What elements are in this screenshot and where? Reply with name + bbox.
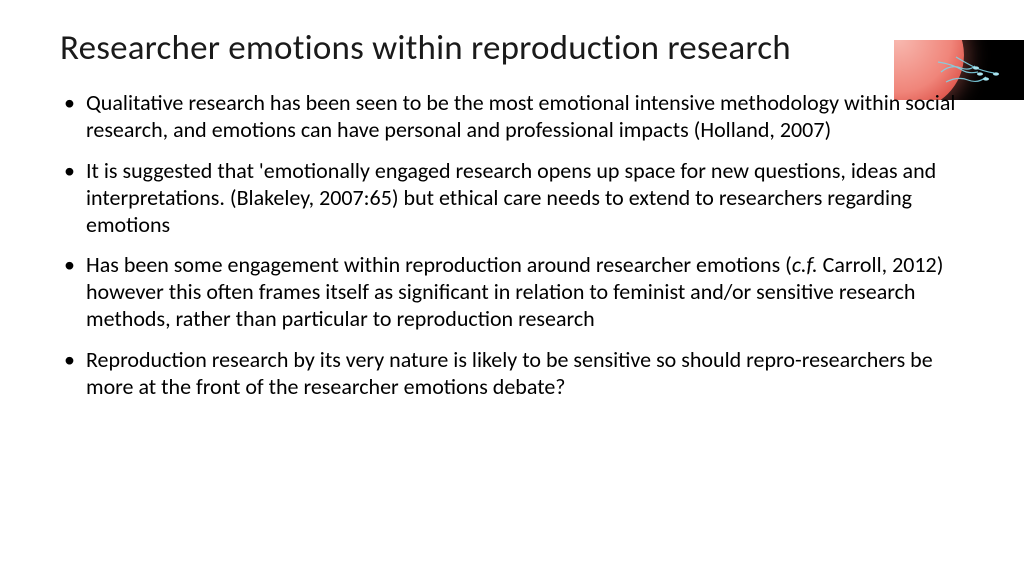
bullet-item: Has been some engagement within reproduc… (60, 252, 964, 332)
bullet-item: Qualitative research has been seen to be… (60, 90, 964, 144)
bullet-list: Qualitative research has been seen to be… (60, 90, 964, 400)
slide-title: Researcher emotions within reproduction … (60, 28, 840, 68)
bullet-item: Reproduction research by its very nature… (60, 347, 964, 401)
slide: Researcher emotions within reproduction … (0, 0, 1024, 576)
bullet-item: It is suggested that 'emotionally engage… (60, 158, 964, 238)
sperm-cells-shape (936, 52, 1016, 92)
